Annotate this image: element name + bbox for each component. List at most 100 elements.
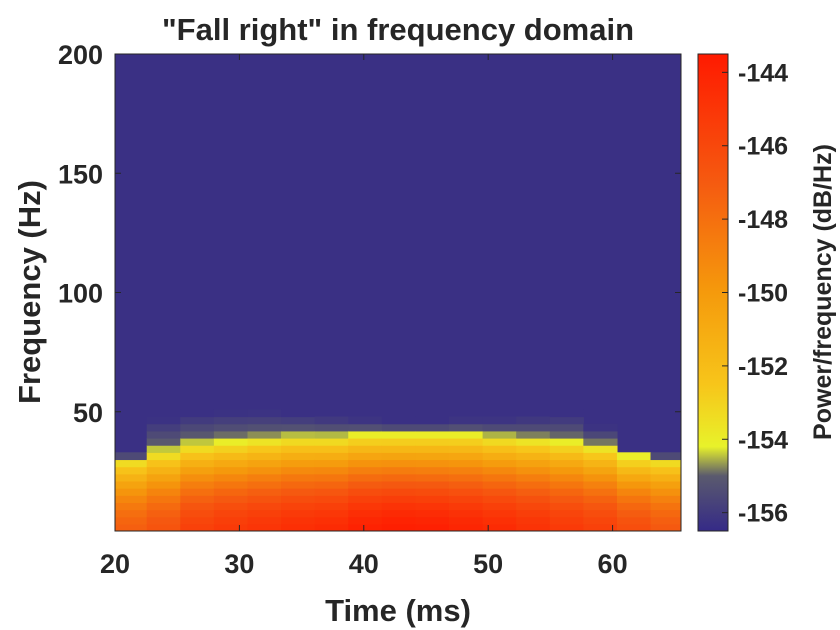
heatmap-cell (146, 423, 181, 432)
heatmap-cell (583, 473, 618, 482)
heatmap-cell (115, 495, 148, 503)
heatmap-cell (449, 516, 484, 525)
heatmap-cell (415, 502, 450, 511)
y-axis: 50 100 150 200 (58, 40, 681, 428)
heatmap-cell (381, 488, 417, 496)
heatmap-cell (180, 437, 215, 446)
heatmap-cell (247, 502, 282, 511)
y-tick-label: 150 (58, 159, 103, 189)
heatmap-cell (549, 445, 584, 453)
heatmap-cell (482, 480, 517, 489)
heatmap-cell (281, 516, 316, 525)
heatmap-cell (146, 430, 181, 439)
heatmap-cell (146, 516, 181, 525)
heatmap-cell (348, 452, 383, 461)
heatmap-cell (516, 495, 551, 503)
heatmap-cell (115, 488, 148, 496)
heatmap-cell (650, 495, 681, 503)
heatmap-cell (650, 466, 681, 475)
heatmap-cell (180, 516, 215, 525)
heatmap-cell (549, 480, 584, 489)
heatmap-cell (650, 473, 681, 482)
heatmap-cell (415, 416, 450, 425)
heatmap-cell (180, 430, 215, 439)
heatmap-cell (281, 502, 316, 511)
heatmap-cell (180, 466, 215, 475)
heatmap-cell (247, 445, 282, 453)
heatmap-cell (381, 452, 417, 461)
heatmap-cell (482, 437, 517, 446)
x-axis: 20 30 40 50 60 (100, 54, 628, 579)
heatmap-cell (549, 459, 584, 468)
heatmap-cell (281, 409, 316, 418)
heatmap-cell (583, 430, 618, 439)
heatmap-cell (381, 423, 417, 432)
y-tick-label: 50 (73, 398, 103, 428)
heatmap-cell (348, 437, 383, 446)
heatmap-cell (314, 416, 349, 425)
heatmap-cell (281, 523, 316, 531)
heatmap-cell (281, 437, 316, 446)
heatmap-cell (482, 466, 517, 475)
heatmap-cell (449, 480, 484, 489)
heatmap-cell (549, 437, 584, 446)
heatmap-cell (516, 523, 551, 531)
heatmap-cell (314, 509, 349, 518)
heatmap-cell (415, 488, 450, 496)
heatmap-cell (281, 509, 316, 518)
heatmap-cell (449, 459, 484, 468)
heatmap-cell (180, 488, 215, 496)
heatmap-cell (348, 459, 383, 468)
heatmap-cell (650, 502, 681, 511)
heatmap-cell (314, 502, 349, 511)
heatmap-cell (549, 452, 584, 461)
heatmap-cell (213, 480, 249, 489)
heatmap-cell (180, 416, 215, 425)
heatmap-cell (549, 488, 584, 496)
x-tick-label: 60 (598, 549, 628, 579)
heatmap-cell (415, 430, 450, 439)
heatmap-cell (583, 452, 618, 461)
heatmap-cell (516, 430, 551, 439)
heatmap-cell (583, 466, 618, 475)
heatmap-cell (146, 466, 181, 475)
x-tick-label: 50 (473, 549, 503, 579)
heatmap-cell (616, 516, 652, 525)
heatmap-cell (381, 473, 417, 482)
heatmap-cell (583, 509, 618, 518)
heatmap-cell (482, 502, 517, 511)
heatmap-cell (381, 459, 417, 468)
heatmap-cell (449, 509, 484, 518)
heatmap-cell (616, 459, 652, 468)
heatmap-cell (180, 445, 215, 453)
heatmap-cell (213, 523, 249, 531)
heatmap-cell (415, 509, 450, 518)
heatmap-cell (281, 459, 316, 468)
colorbar-axis: -144 -146 -148 -150 -152 -154 -156 (722, 59, 788, 528)
heatmap-cell (482, 516, 517, 525)
y-axis-label: Frequency (Hz) (12, 180, 47, 404)
heatmap-cell (180, 409, 215, 418)
heatmap-cell (616, 466, 652, 475)
heatmap-cell (348, 516, 383, 525)
chart-title: "Fall right" in frequency domain (162, 12, 634, 47)
heatmap-cell (213, 502, 249, 511)
heatmap-cell (281, 473, 316, 482)
heatmap-cell (180, 459, 215, 468)
heatmap-cell (348, 509, 383, 518)
heatmap-cell (415, 516, 450, 525)
heatmap-cell (348, 473, 383, 482)
heatmap-cell (516, 466, 551, 475)
heatmap-cell (213, 409, 249, 418)
heatmap-cell (516, 416, 551, 425)
heatmap-cell (549, 509, 584, 518)
heatmap-cell (583, 502, 618, 511)
heatmap-cell (213, 516, 249, 525)
heatmap-cell (583, 445, 618, 453)
heatmap-cell (381, 502, 417, 511)
heatmap-cell (213, 466, 249, 475)
heatmap-cell (516, 509, 551, 518)
heatmap-cell (115, 516, 148, 525)
colorbar-tick-label: -146 (738, 133, 788, 161)
heatmap-cell (482, 445, 517, 453)
